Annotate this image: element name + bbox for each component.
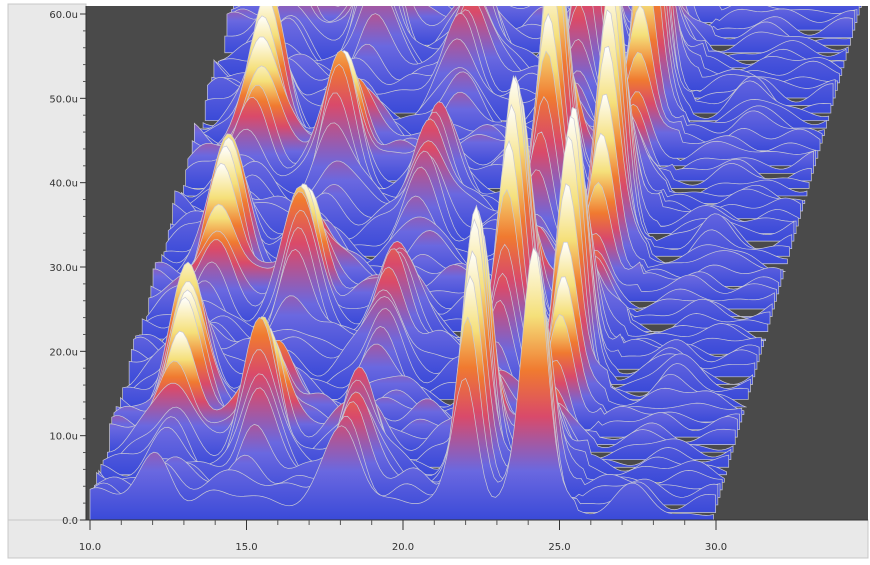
surface-slice bbox=[89, 247, 714, 520]
x-axis-panel bbox=[7, 519, 869, 559]
y-tick-label: 20.0u bbox=[49, 347, 78, 358]
surface-plot bbox=[89, 6, 862, 520]
x-tick-label: 15.0 bbox=[235, 542, 257, 553]
y-tick-label: 60.0u bbox=[49, 10, 78, 21]
y-tick-label: 0.0 bbox=[62, 516, 78, 527]
x-tick-label: 30.0 bbox=[705, 542, 727, 553]
x-axis: 10.0 15.0 20.0 25.0 30.0 bbox=[79, 520, 727, 553]
x-tick-label: 20.0 bbox=[392, 542, 414, 553]
y-tick-label: 30.0u bbox=[49, 263, 78, 274]
y-tick-label: 40.0u bbox=[49, 179, 78, 190]
y-axis-panel bbox=[7, 3, 87, 525]
x-tick-label: 10.0 bbox=[79, 542, 101, 553]
y-tick-label: 50.0u bbox=[49, 94, 78, 105]
y-axis: 0.0 10.0u 20.0u 30.0u 40.0u 50.0u 60.0u bbox=[49, 10, 86, 527]
x-tick-label: 25.0 bbox=[548, 542, 570, 553]
y-tick-label: 10.0u bbox=[49, 432, 78, 443]
